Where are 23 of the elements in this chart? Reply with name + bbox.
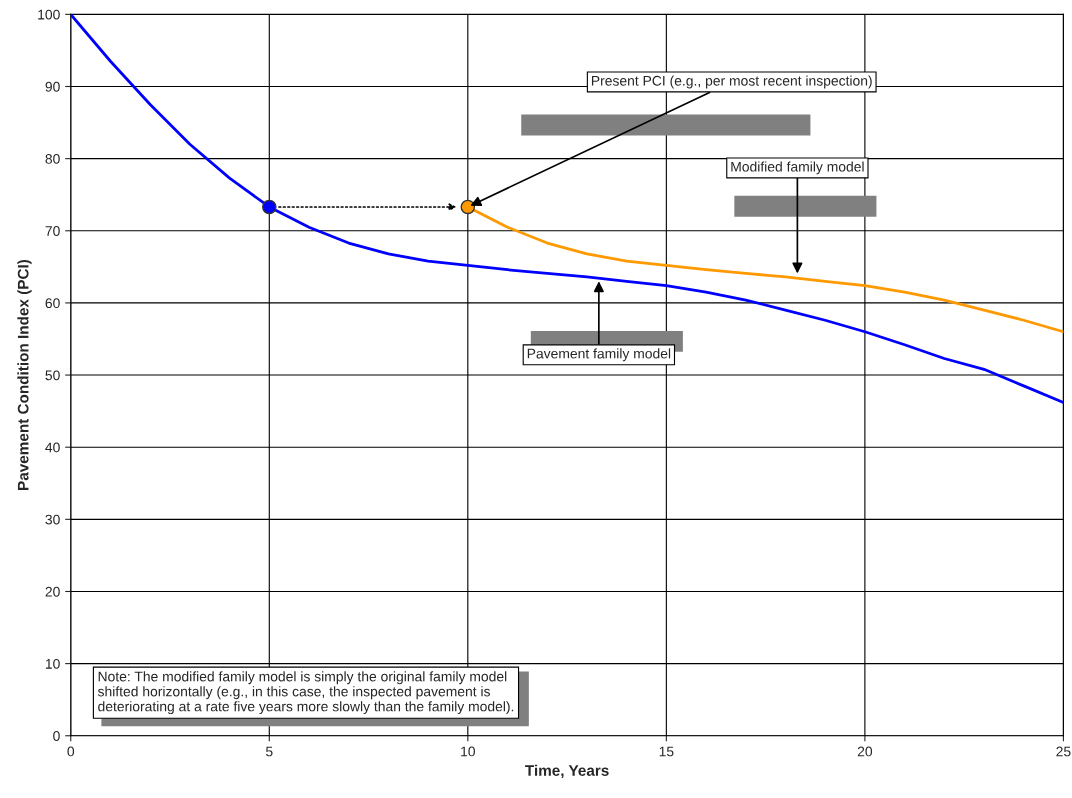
annotation: Note: The modified family model is simply the original family model shifted horizontally (e.g., in this case, the inspected pavement is deteriorating at a rate five years more slowly than the family model). — [97, 671, 514, 715]
y-tick-label: 100 — [38, 9, 60, 20]
x-tick-label: 10 — [461, 746, 475, 757]
y-axis-title: Pavement Condition Index (PCI) — [17, 259, 32, 490]
annotation: Pavement family model — [527, 348, 671, 362]
x-tick-label: 25 — [1056, 746, 1071, 757]
x-tick-label: 0 — [67, 746, 75, 757]
y-tick-label: 60 — [45, 298, 60, 309]
y-tick-label: 20 — [45, 586, 60, 597]
y-tick-label: 40 — [45, 442, 60, 453]
x-tick-label: 20 — [857, 746, 873, 757]
y-tick-label: 10 — [45, 658, 60, 669]
y-tick-label: 90 — [45, 81, 60, 92]
y-tick-label: 0 — [53, 731, 60, 741]
x-tick-label: 5 — [265, 746, 273, 757]
annotation: Present PCI (e.g., per most recent inspection) — [591, 75, 872, 89]
y-tick-label: 30 — [45, 514, 60, 525]
annotation: Modified family model — [731, 161, 864, 175]
y-tick-label: 80 — [45, 153, 60, 164]
x-tick-label: 15 — [659, 746, 674, 757]
x-axis-title: Time, Years — [525, 764, 609, 779]
y-tick-label: 50 — [45, 370, 60, 381]
y-tick-label: 70 — [45, 226, 60, 236]
